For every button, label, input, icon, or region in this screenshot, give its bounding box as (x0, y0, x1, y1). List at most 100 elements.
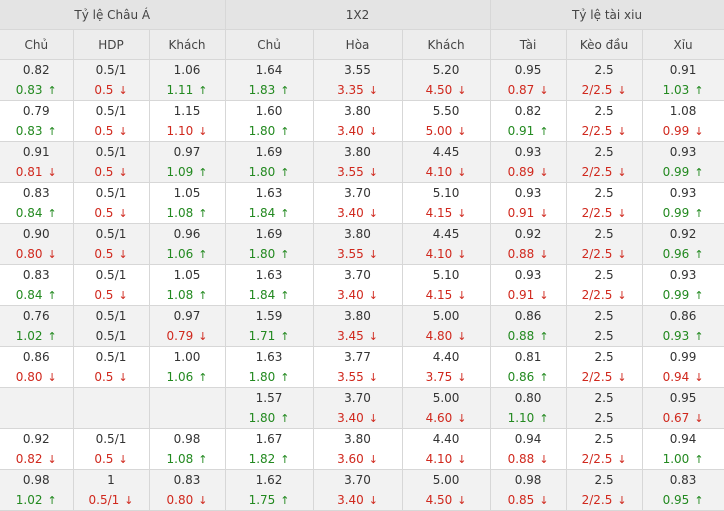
arrow-down-icon: ↓ (368, 248, 378, 261)
arrow-up-icon: ↑ (694, 248, 704, 261)
odds-cell-home: 0.86 0.80 ↓ (0, 346, 74, 388)
current-odds-value: 1.84 (248, 206, 276, 220)
odds-row: 0.76 1.02 ↑ 0.5/1 0.5/1 0.97 0.79 ↓ 1.59 1.71 ↑ 3.8… (0, 305, 724, 347)
odds-cell-draw: 3.70 3.40 ↓ (313, 469, 403, 511)
group-header-asian-handicap: Tỷ lệ Châu Á (0, 0, 226, 30)
arrow-down-icon: ↓ (539, 248, 549, 261)
opening-odds: 0.83 (22, 268, 50, 282)
current-odds: 2.5 (567, 326, 642, 346)
current-odds: 1.82 ↑ (226, 449, 313, 469)
arrow-down-icon: ↓ (539, 84, 549, 97)
current-odds: 0.91 ↓ (491, 203, 566, 223)
arrow-down-icon: ↓ (118, 125, 128, 138)
odds-cell-1x2-home: 1.62 1.75 ↑ (225, 469, 314, 511)
arrow-down-icon: ↓ (617, 125, 627, 138)
arrow-down-icon: ↓ (539, 289, 549, 302)
current-odds: 0.67 ↓ (643, 408, 724, 428)
opening-odds: 0.82 (22, 63, 50, 77)
current-odds: 4.10 ↓ (403, 244, 490, 264)
arrow-down-icon: ↓ (694, 371, 704, 384)
current-odds-value: 0.83 (15, 124, 43, 138)
opening-odds: 5.10 (432, 186, 460, 200)
current-odds-value: 1.02 (15, 329, 43, 343)
current-odds-value: 2/2.5 (581, 165, 613, 179)
arrow-up-icon: ↑ (198, 371, 208, 384)
current-odds: 0.5 ↓ (74, 285, 149, 305)
current-odds-value: 4.50 (425, 493, 453, 507)
current-odds-value: 0.91 (507, 288, 535, 302)
odds-cell-line: 2.5 2/2.5 ↓ (566, 100, 643, 142)
odds-cell-under: 0.91 1.03 ↑ (642, 59, 724, 101)
opening-odds: 0.93 (514, 186, 542, 200)
current-odds: 2/2.5 ↓ (567, 285, 642, 305)
current-odds-value: 0.5 (94, 165, 114, 179)
odds-cell-away: 1.00 1.06 ↑ (149, 346, 226, 388)
current-odds: 4.50 ↓ (403, 490, 490, 510)
opening-odds: 0.92 (514, 227, 542, 241)
current-odds-value: 0.99 (662, 124, 690, 138)
current-odds-value: 1.08 (166, 206, 194, 220)
current-odds: 3.40 ↓ (314, 408, 402, 428)
opening-odds: 0.83 (22, 186, 50, 200)
arrow-up-icon: ↑ (47, 125, 57, 138)
current-odds-value: 1.82 (248, 452, 276, 466)
arrow-up-icon: ↑ (694, 166, 704, 179)
opening-odds: 0.94 (669, 432, 697, 446)
opening-odds: 1 (107, 473, 115, 487)
current-odds: 1.06 ↑ (150, 244, 225, 264)
current-odds-value: 0.88 (507, 329, 535, 343)
current-odds: 1.08 ↑ (150, 449, 225, 469)
opening-odds: 0.5/1 (95, 309, 127, 323)
current-odds-value: 0.88 (507, 452, 535, 466)
current-odds: 1.80 ↑ (226, 367, 313, 387)
odds-cell-1x2-away: 5.00 4.80 ↓ (402, 305, 491, 347)
current-odds-value: 0.5 (94, 206, 114, 220)
current-odds: 3.45 ↓ (314, 326, 402, 346)
opening-odds: 3.70 (344, 268, 371, 282)
current-odds-value: 0.83 (15, 83, 43, 97)
arrow-down-icon: ↓ (617, 248, 627, 261)
arrow-down-icon: ↓ (457, 207, 467, 220)
opening-odds: 0.91 (669, 63, 697, 77)
arrow-down-icon: ↓ (457, 412, 467, 425)
opening-odds: 2.5 (594, 391, 614, 405)
arrow-up-icon: ↑ (694, 289, 704, 302)
arrow-up-icon: ↑ (280, 330, 290, 343)
current-odds-value: 0.84 (15, 288, 43, 302)
odds-cell-draw: 3.80 3.45 ↓ (313, 305, 403, 347)
current-odds: 0.5/1 ↓ (74, 490, 149, 510)
current-odds: 1.00 ↑ (643, 449, 724, 469)
odds-cell-line: 2.5 2.5 (566, 305, 643, 347)
current-odds-value: 0.85 (507, 493, 535, 507)
current-odds-value: 0.84 (15, 206, 43, 220)
current-odds-value: 4.10 (425, 452, 453, 466)
opening-odds: 5.10 (432, 268, 460, 282)
current-odds: 3.35 ↓ (314, 80, 402, 100)
opening-odds: 2.5 (594, 145, 614, 159)
arrow-up-icon: ↑ (280, 494, 290, 507)
current-odds: 0.5 ↓ (74, 449, 149, 469)
odds-cell-hdp: 0.5/1 0.5 ↓ (73, 264, 150, 306)
current-odds: 0.5 ↓ (74, 244, 149, 264)
col-header-away: Khách (149, 29, 226, 60)
odds-cell-under: 0.93 0.99 ↑ (642, 141, 724, 183)
odds-cell-hdp: 0.5/1 0.5 ↓ (73, 346, 150, 388)
odds-cell-hdp: 0.5/1 0.5/1 (73, 305, 150, 347)
current-odds-value: 5.00 (425, 124, 453, 138)
current-odds: 1.84 ↑ (226, 285, 313, 305)
arrow-up-icon: ↑ (47, 207, 57, 220)
arrow-up-icon: ↑ (198, 248, 208, 261)
opening-odds: 3.80 (344, 104, 371, 118)
arrow-down-icon: ↓ (368, 412, 378, 425)
current-odds-value: 4.10 (425, 247, 453, 261)
odds-cell-line: 2.5 2/2.5 ↓ (566, 469, 643, 511)
odds-cell-line: 2.5 2/2.5 ↓ (566, 428, 643, 470)
opening-odds: 2.5 (594, 227, 614, 241)
odds-cell-over: 0.81 0.86 ↑ (490, 346, 567, 388)
current-odds-value: 1.08 (166, 288, 194, 302)
current-odds-value: 4.80 (425, 329, 453, 343)
current-odds-value: 1.84 (248, 288, 276, 302)
current-odds: 0.85 ↓ (491, 490, 566, 510)
current-odds: 4.60 ↓ (403, 408, 490, 428)
opening-odds: 1.63 (255, 186, 283, 200)
